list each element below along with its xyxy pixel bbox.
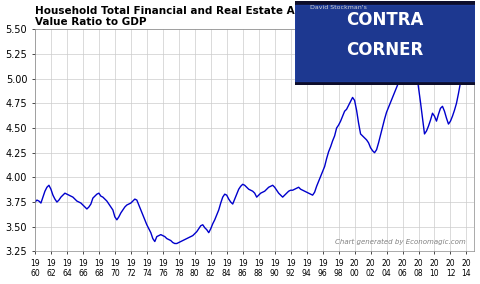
Text: David Stockman's: David Stockman's <box>310 5 366 10</box>
Text: CORNER: CORNER <box>347 41 424 59</box>
Text: Chart generated by Economagic.com: Chart generated by Economagic.com <box>335 239 466 245</box>
Text: CONTRA: CONTRA <box>347 11 424 29</box>
Text: Household Total Financial and Real Estate Assets
Value Ratio to GDP: Household Total Financial and Real Estat… <box>35 6 325 27</box>
